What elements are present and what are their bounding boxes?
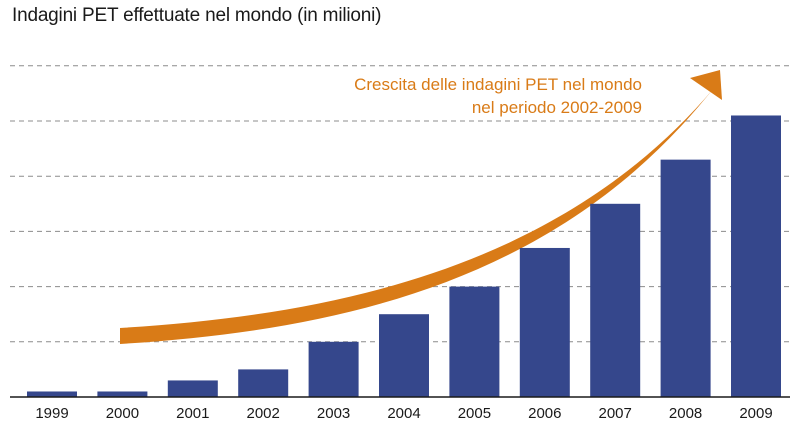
x-tick-label-2009: 2009 (739, 405, 772, 422)
x-tick-label-1999: 1999 (35, 405, 68, 422)
x-tick-label-2006: 2006 (528, 405, 561, 422)
bar-2007 (590, 203, 641, 397)
x-tick-labels: 1999 2000 2001 2002 2003 2004 2005 2006 2007 2008… (35, 405, 772, 422)
growth-arrow-head (690, 70, 722, 100)
bar-2000 (97, 391, 148, 397)
x-tick-label-2008: 2008 (669, 405, 702, 422)
x-tick-label-2005: 2005 (458, 405, 491, 422)
bar-2006 (519, 247, 570, 397)
x-tick-label-2003: 2003 (317, 405, 350, 422)
bars (27, 115, 781, 397)
growth-annotation: Crescita delle indagini PET nel mondo ne… (354, 73, 642, 119)
bar-2003 (308, 341, 359, 397)
x-tick-label-2002: 2002 (247, 405, 280, 422)
x-tick-label-2000: 2000 (106, 405, 139, 422)
annotation-line-2: nel periodo 2002-2009 (471, 98, 642, 117)
bar-2004 (379, 314, 429, 397)
chart-title: Indagini PET effettuate nel mondo (in mi… (12, 5, 382, 26)
growth-arrow (120, 70, 722, 344)
bar-2005 (449, 286, 500, 397)
annotation-line-1: Crescita delle indagini PET nel mondo (354, 75, 642, 94)
x-tick-label-2007: 2007 (599, 405, 632, 422)
bar-2008 (660, 159, 711, 397)
x-tick-label-2004: 2004 (387, 405, 420, 422)
bar-1999 (27, 391, 77, 397)
bar-2002 (238, 369, 289, 397)
x-tick-label-2001: 2001 (176, 405, 209, 422)
bar-2001 (167, 380, 218, 397)
bar-2009 (731, 115, 781, 397)
